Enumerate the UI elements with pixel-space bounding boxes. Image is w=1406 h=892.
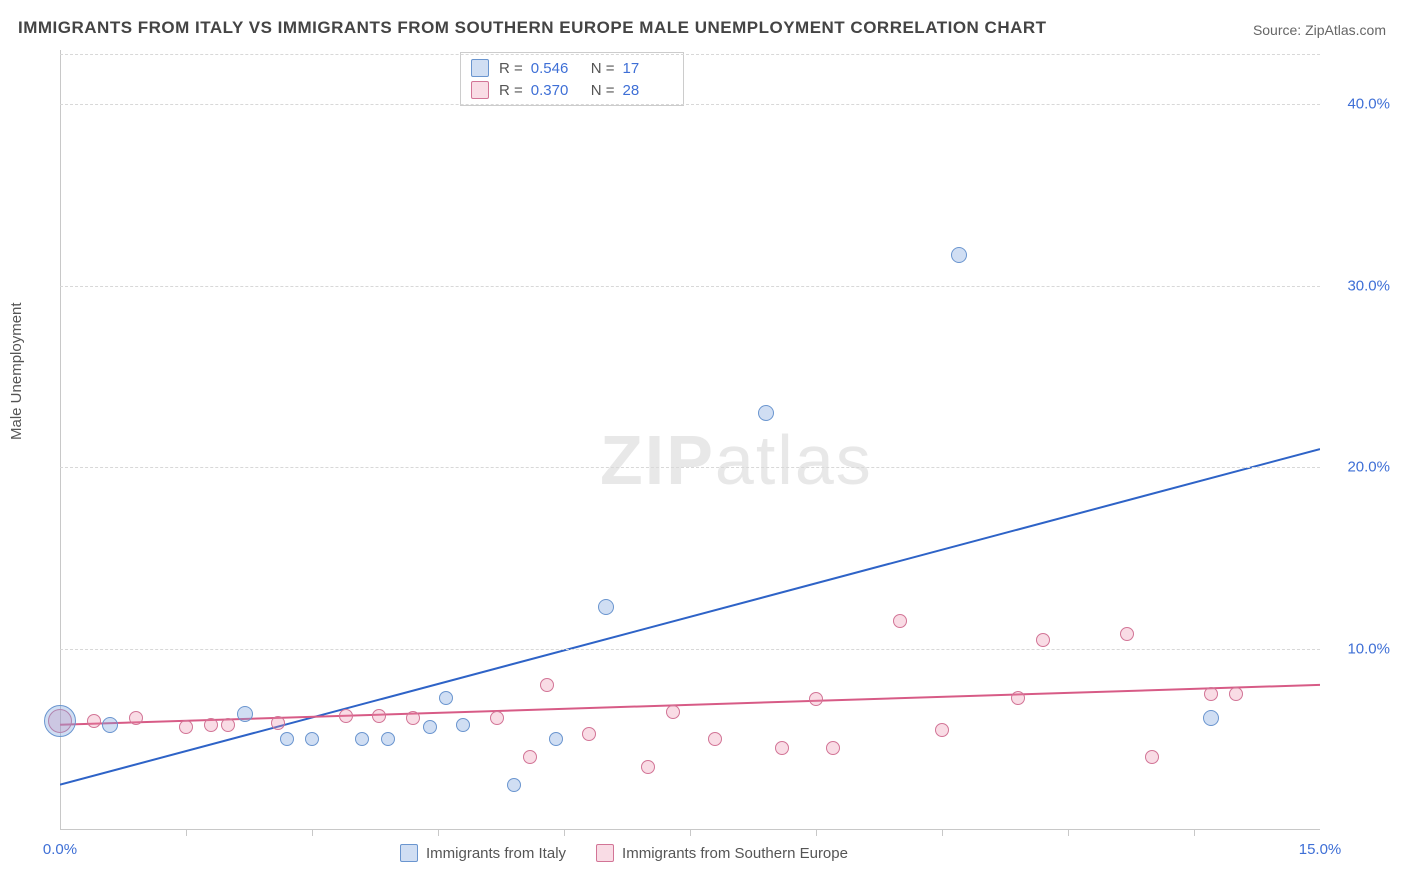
data-point — [1036, 633, 1050, 647]
data-point — [641, 760, 655, 774]
data-point — [893, 614, 907, 628]
data-point — [406, 711, 420, 725]
legend-label-italy: Immigrants from Italy — [426, 845, 566, 862]
data-point — [1203, 710, 1219, 726]
chart-title: IMMIGRANTS FROM ITALY VS IMMIGRANTS FROM… — [18, 18, 1047, 38]
data-point — [490, 711, 504, 725]
data-point — [204, 718, 218, 732]
data-point — [355, 732, 369, 746]
data-point — [1120, 627, 1134, 641]
data-point — [339, 709, 353, 723]
data-point — [708, 732, 722, 746]
r-label: R = — [499, 82, 523, 99]
data-point — [582, 727, 596, 741]
series-legend: Immigrants from Italy Immigrants from So… — [400, 844, 848, 862]
swatch-southern — [596, 844, 614, 862]
swatch-southern — [471, 81, 489, 99]
y-tick-label: 30.0% — [1347, 277, 1390, 294]
data-point — [758, 405, 774, 421]
trend-line — [60, 449, 1320, 785]
watermark: ZIPatlas — [600, 420, 873, 500]
x-tick — [186, 830, 187, 836]
x-tick — [816, 830, 817, 836]
data-point — [935, 723, 949, 737]
data-point — [102, 717, 118, 733]
data-point — [456, 718, 470, 732]
legend-item-italy: Immigrants from Italy — [400, 844, 566, 862]
n-label: N = — [591, 82, 615, 99]
stats-legend: R = 0.546 N = 17 R = 0.370 N = 28 — [460, 52, 684, 106]
gridline — [60, 104, 1320, 105]
data-point — [372, 709, 386, 723]
source-label: Source: ZipAtlas.com — [1253, 22, 1386, 38]
plot-area: ZIPatlas R = 0.546 N = 17 R = 0.370 N = … — [60, 50, 1320, 830]
x-tick — [942, 830, 943, 836]
n-value-italy: 17 — [623, 60, 673, 77]
swatch-italy — [400, 844, 418, 862]
gridline — [60, 286, 1320, 287]
data-point — [381, 732, 395, 746]
y-tick-label: 20.0% — [1347, 459, 1390, 476]
data-point — [44, 705, 76, 737]
x-tick — [438, 830, 439, 836]
gridline — [60, 649, 1320, 650]
watermark-atlas: atlas — [715, 421, 873, 499]
r-value-southern: 0.370 — [531, 82, 581, 99]
gridline — [60, 54, 1320, 55]
data-point — [179, 720, 193, 734]
data-point — [305, 732, 319, 746]
data-point — [237, 706, 253, 722]
data-point — [775, 741, 789, 755]
r-value-italy: 0.546 — [531, 60, 581, 77]
data-point — [540, 678, 554, 692]
x-tick — [1068, 830, 1069, 836]
gridline — [60, 467, 1320, 468]
data-point — [271, 716, 285, 730]
y-tick-label: 40.0% — [1347, 96, 1390, 113]
legend-label-southern: Immigrants from Southern Europe — [622, 845, 848, 862]
data-point — [507, 778, 521, 792]
x-tick-label: 15.0% — [1299, 841, 1342, 858]
n-value-southern: 28 — [623, 82, 673, 99]
data-point — [1229, 687, 1243, 701]
x-tick — [690, 830, 691, 836]
data-point — [826, 741, 840, 755]
watermark-zip: ZIP — [600, 421, 715, 499]
data-point — [666, 705, 680, 719]
data-point — [423, 720, 437, 734]
stats-row-italy: R = 0.546 N = 17 — [471, 57, 673, 79]
y-axis-label: Male Unemployment — [8, 302, 25, 440]
data-point — [951, 247, 967, 263]
data-point — [1011, 691, 1025, 705]
stats-row-southern: R = 0.370 N = 28 — [471, 79, 673, 101]
data-point — [1145, 750, 1159, 764]
r-label: R = — [499, 60, 523, 77]
n-label: N = — [591, 60, 615, 77]
data-point — [87, 714, 101, 728]
data-point — [1204, 687, 1218, 701]
data-point — [439, 691, 453, 705]
x-tick — [564, 830, 565, 836]
data-point — [221, 718, 235, 732]
x-tick-label: 0.0% — [43, 841, 77, 858]
x-tick — [312, 830, 313, 836]
data-point — [598, 599, 614, 615]
data-point — [523, 750, 537, 764]
y-tick-label: 10.0% — [1347, 640, 1390, 657]
data-point — [809, 692, 823, 706]
x-tick — [1194, 830, 1195, 836]
data-point — [129, 711, 143, 725]
data-point — [280, 732, 294, 746]
data-point — [549, 732, 563, 746]
legend-item-southern: Immigrants from Southern Europe — [596, 844, 848, 862]
swatch-italy — [471, 59, 489, 77]
